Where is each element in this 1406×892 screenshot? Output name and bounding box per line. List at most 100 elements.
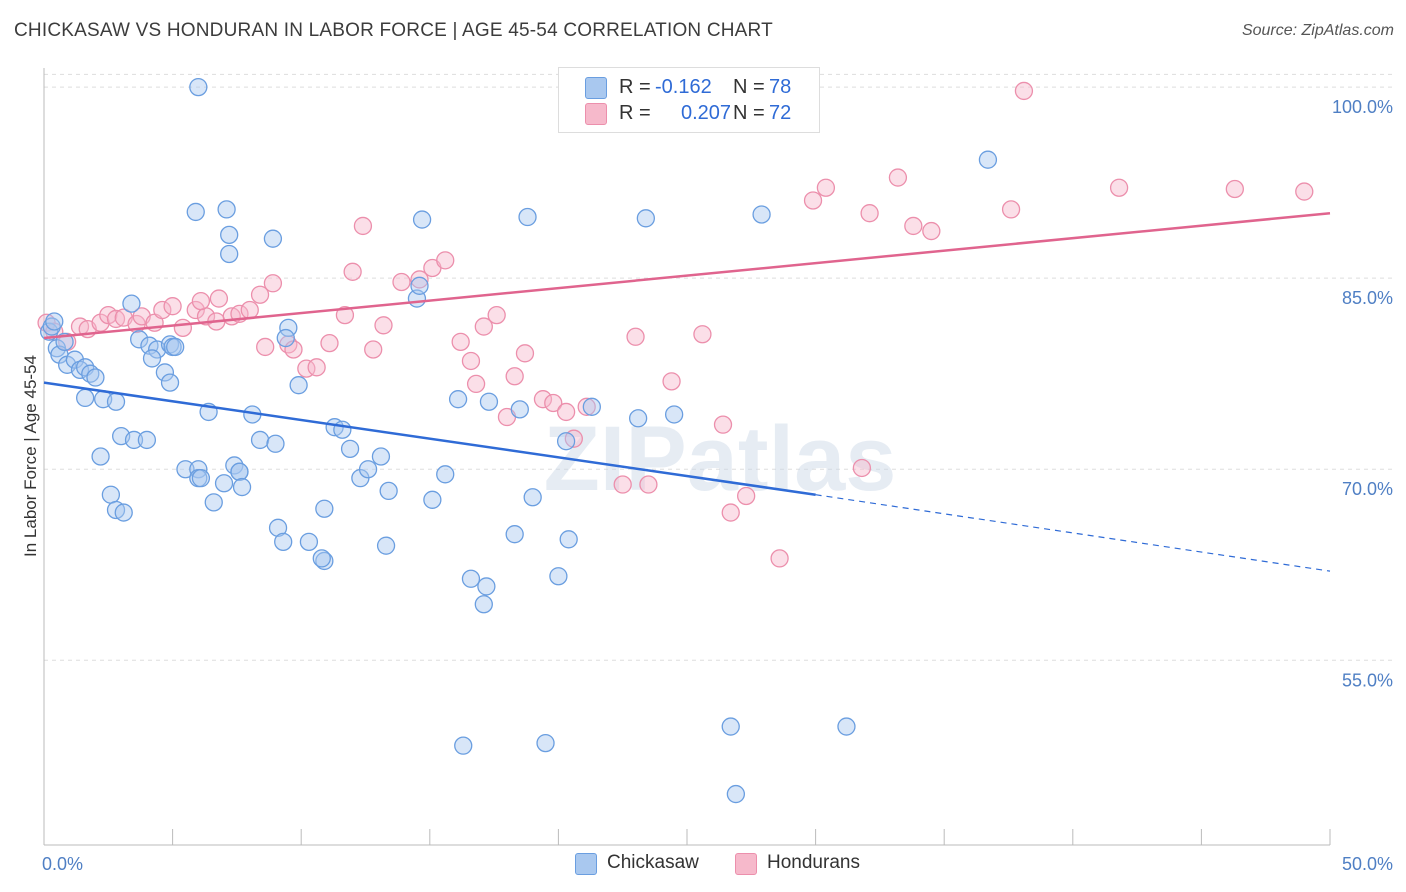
legend: R = -0.162 N = 78 R = 0.207 N = 72 <box>558 67 820 133</box>
chickasaw-point <box>664 405 684 424</box>
chickasaw-point <box>376 536 396 555</box>
y-axis-title: In Labor Force | Age 45-54 <box>21 355 40 557</box>
hondurans-point <box>662 372 681 391</box>
chickasaw-point <box>523 488 542 507</box>
legend-n-label: N = <box>733 101 765 124</box>
chickasaw-point <box>137 430 157 450</box>
hondurans-point <box>556 402 576 422</box>
chickasaw-point <box>412 210 432 229</box>
hondurans-point <box>737 486 756 506</box>
chickasaw-point <box>474 595 493 614</box>
hondurans-point <box>474 317 493 336</box>
chickasaw-point <box>114 503 133 522</box>
chickasaw-point <box>65 350 85 369</box>
legend-r-label: R = <box>619 101 651 124</box>
x-tick-label: 0.0% <box>42 854 83 874</box>
chickasaw-point <box>220 244 239 264</box>
chart-title: CHICKASAW VS HONDURAN IN LABOR FORCE | A… <box>14 20 773 41</box>
chickasaw-point <box>250 430 270 450</box>
hondurans-point <box>410 270 429 289</box>
hondurans-point <box>186 300 205 320</box>
hondurans-point <box>1001 200 1021 219</box>
hondurans-point <box>1225 179 1244 199</box>
hondurans-point <box>307 358 326 377</box>
chickasaw-point <box>130 330 149 349</box>
legend-n-value: 72 <box>769 101 792 124</box>
hondurans-point <box>173 318 193 337</box>
x-tick-label: 50.0% <box>1342 854 1393 874</box>
chickasaw-trend-extension <box>815 494 1331 572</box>
legend-r-label: R = <box>619 75 651 98</box>
legend-n-label: N = <box>733 75 765 98</box>
hondurans-point <box>240 300 259 320</box>
hondurans-point <box>263 274 283 293</box>
chickasaw-trend-line <box>43 381 816 496</box>
hondurans-point <box>770 549 789 568</box>
chickasaw-point <box>721 717 740 736</box>
tick-labels: 100.0% 85.0% 70.0% 55.0% 0.0% 50.0% <box>42 97 1393 874</box>
chickasaw-point <box>263 229 283 248</box>
trend-lines <box>43 211 1331 572</box>
y-tick-label: 70.0% <box>1342 479 1393 499</box>
hondurans-point <box>153 300 172 320</box>
bottom-legend-label-chickasaw: Chickasaw <box>607 852 699 873</box>
hondurans-point <box>436 251 455 270</box>
chickasaw-point <box>461 569 481 588</box>
bottom-legend: Chickasaw Hondurans <box>575 852 895 876</box>
chickasaw-point <box>978 150 998 169</box>
hondurans-point <box>803 191 823 210</box>
chickasaw-point <box>628 409 648 428</box>
chickasaw-point <box>636 209 655 228</box>
chickasaw-point <box>423 490 442 509</box>
hondurans-point <box>487 305 506 325</box>
chickasaw-point <box>299 532 319 551</box>
chickasaw-point <box>518 207 537 227</box>
chickasaw-point <box>155 363 175 382</box>
hondurans-point <box>392 272 411 292</box>
chickasaw-point <box>76 388 95 408</box>
hondurans-point <box>713 415 733 434</box>
hondurans-point <box>209 289 229 308</box>
y-tick-label: 55.0% <box>1342 670 1393 690</box>
legend-n-value: 78 <box>769 75 792 98</box>
chickasaw-point <box>122 294 141 313</box>
chickasaw-point <box>379 481 398 501</box>
chickasaw-point <box>276 328 295 348</box>
hondurans-point <box>922 221 941 241</box>
hondurans-point <box>544 393 563 413</box>
hondurans-point <box>343 262 362 281</box>
chickasaw-point <box>477 577 496 596</box>
hondurans-point <box>250 285 270 304</box>
bottom-legend-label-hondurans: Hondurans <box>767 852 860 873</box>
hondurans-point <box>1295 182 1314 201</box>
chickasaw-point <box>124 430 144 450</box>
gridlines <box>44 73 1392 661</box>
chickasaw-point <box>289 376 308 395</box>
chickasaw-point <box>45 312 64 331</box>
chickasaw-point <box>549 567 568 586</box>
hondurans-trend-line <box>43 211 1331 340</box>
chickasaw-point <box>510 400 529 419</box>
hondurans-point <box>320 333 339 353</box>
hondurans-point <box>577 397 596 416</box>
chickasaw-point <box>837 717 856 736</box>
bottom-legend-swatch-hondurans <box>735 853 757 875</box>
chickasaw-point <box>315 499 334 518</box>
chickasaw-point <box>556 432 576 451</box>
chickasaw-point <box>536 733 555 753</box>
hondurans-point <box>515 344 535 363</box>
chickasaw-point <box>217 200 236 219</box>
hondurans-point <box>816 178 836 197</box>
hondurans-point <box>364 340 383 359</box>
hondurans-point <box>852 458 872 478</box>
chickasaw-point <box>582 397 601 416</box>
hondurans-point <box>461 351 481 371</box>
hondurans-point <box>451 332 470 352</box>
chickasaw-point <box>86 368 105 387</box>
hondurans-point <box>191 291 211 311</box>
chickasaw-point <box>160 373 180 392</box>
chickasaw-point <box>232 477 252 497</box>
chickasaw-point <box>454 736 473 755</box>
y-tick-label: 100.0% <box>1332 97 1393 117</box>
